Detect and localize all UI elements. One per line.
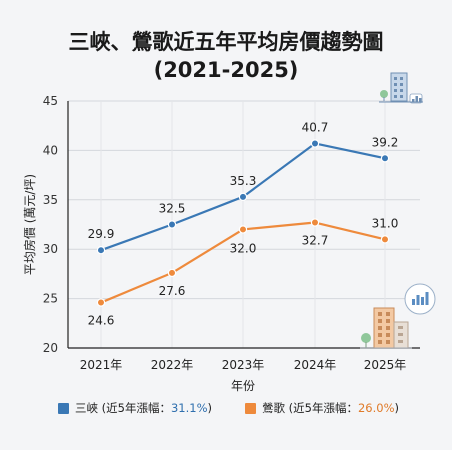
data-label-0-3: 40.7 (302, 120, 329, 134)
x-axis-title: 年份 (231, 379, 255, 393)
legend-swatch-yingge (245, 402, 256, 414)
data-label-0-4: 39.2 (372, 135, 399, 149)
data-label-0-0: 29.9 (88, 227, 115, 241)
decorations (360, 72, 436, 349)
data-label-1-1: 27.6 (159, 284, 186, 298)
city-buildings-icon (360, 307, 412, 349)
data-point-1-1 (167, 268, 177, 278)
x-tick-label-4: 2025年 (364, 358, 407, 372)
y-tick-label-40: 40 (43, 143, 58, 157)
data-label-1-4: 31.0 (372, 216, 399, 230)
data-label-1-3: 32.7 (302, 234, 329, 248)
data-label-1-2: 32.0 (230, 241, 257, 255)
bar-chart-bubble-icon (404, 283, 436, 315)
x-tick-label-3: 2024年 (294, 358, 337, 372)
chart-grid (68, 100, 420, 348)
y-tick-label-25: 25 (43, 292, 58, 306)
x-tick-label-0: 2021年 (80, 358, 123, 372)
legend-text-sanxia-prefix: 三峽 (近5年漲幅： (75, 401, 171, 415)
legend-text-yingge-suffix: ) (394, 401, 400, 415)
legend-text-yingge-prefix: 鶯歌 (近5年漲幅： (262, 401, 358, 415)
y-tick-label-20: 20 (43, 341, 58, 355)
x-tick-label-2: 2023年 (222, 358, 265, 372)
x-tick-label-1: 2022年 (151, 358, 194, 372)
legend-item-sanxia: 三峽 (近5年漲幅： 31.1%) (58, 400, 212, 416)
chart-legend: 三峽 (近5年漲幅： 31.1%) 鶯歌 (近5年漲幅： 26.0%) (0, 400, 452, 422)
legend-text-sanxia-suffix: ) (207, 401, 213, 415)
chart-subtitle: (2021-2025) (153, 58, 299, 82)
legend-text-sanxia-growth: 31.1% (170, 401, 208, 415)
data-label-0-2: 35.3 (230, 174, 257, 188)
data-point-0-3 (310, 139, 320, 148)
data-label-0-1: 32.5 (159, 202, 186, 216)
y-tick-label-35: 35 (43, 193, 58, 207)
legend-text-yingge-growth: 26.0% (357, 401, 395, 415)
data-point-1-3 (310, 218, 320, 227)
chart-series (96, 139, 390, 307)
data-point-0-4 (380, 154, 390, 163)
data-point-1-4 (380, 235, 390, 244)
chart-title: 三峽、鶯歌近五年平均房價趨勢圖 (68, 30, 384, 54)
data-point-0-1 (167, 220, 177, 229)
y-axis-title: 平均房價 (萬元/坪) (22, 174, 37, 275)
chart-labels: 29.9 32.5 35.3 40.7 39.2 24.6 27.6 32.0 32.7 31.0 (88, 120, 399, 327)
data-label-1-0: 24.6 (88, 314, 115, 328)
data-point-1-2 (238, 225, 248, 234)
legend-swatch-sanxia (58, 402, 69, 414)
data-point-1-0 (96, 298, 106, 307)
y-tick-label-45: 45 (43, 94, 58, 108)
legend-item-yingge: 鶯歌 (近5年漲幅： 26.0%) (245, 400, 399, 416)
city-building-icon (379, 72, 423, 104)
data-point-0-2 (238, 192, 248, 202)
data-point-0-0 (96, 245, 106, 255)
y-tick-label-30: 30 (43, 242, 58, 256)
